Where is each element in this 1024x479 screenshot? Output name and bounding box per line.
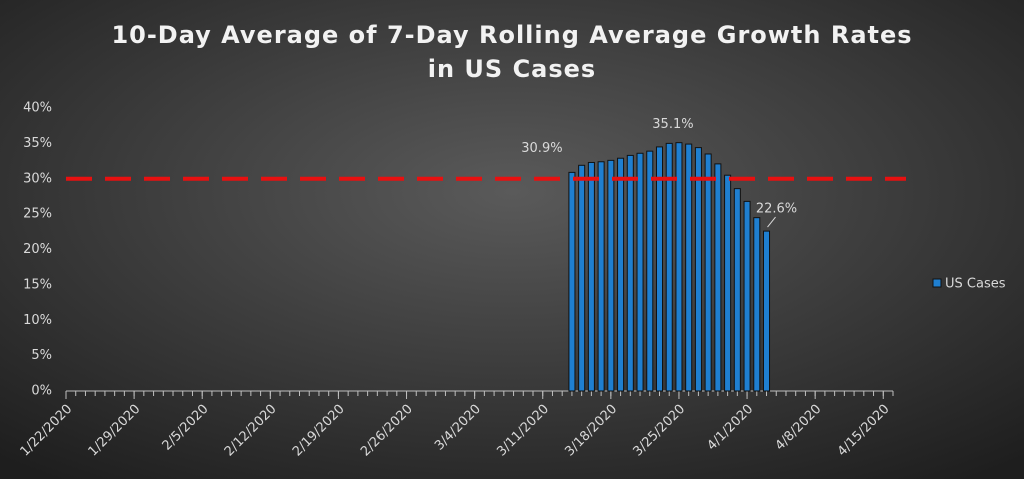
y-tick-label: 40%: [23, 101, 52, 116]
data-label: 22.6%: [756, 202, 797, 217]
bar: [665, 142, 673, 392]
data-label: 30.9%: [521, 141, 562, 156]
bar: [587, 161, 595, 392]
data-label: 35.1%: [652, 117, 693, 132]
bar: [714, 163, 722, 392]
chart-title: 10-Day Average of 7-Day Rolling Average …: [111, 21, 912, 49]
bar: [626, 154, 634, 392]
label-leader: [767, 216, 776, 228]
bar: [733, 188, 741, 392]
y-tick-label: 20%: [23, 242, 52, 257]
bar: [685, 143, 693, 392]
bar: [724, 174, 732, 392]
bar: [704, 153, 712, 392]
bar: [607, 159, 615, 392]
bar: [597, 161, 605, 392]
legend-swatch: [932, 278, 942, 288]
y-tick-label: 5%: [31, 348, 52, 363]
bar: [636, 152, 644, 392]
y-tick-label: 35%: [23, 136, 52, 151]
chart-title: in US Cases: [428, 55, 596, 83]
bar: [694, 147, 702, 392]
bar: [646, 150, 654, 392]
y-tick-label: 15%: [23, 277, 52, 292]
bar: [675, 142, 683, 392]
y-tick-label: 30%: [23, 171, 52, 186]
bar: [763, 230, 771, 392]
legend-label: US Cases: [945, 277, 1006, 292]
y-tick-label: 0%: [31, 384, 52, 399]
bar: [753, 217, 761, 392]
bar: [568, 171, 576, 392]
bar: [743, 200, 751, 392]
y-tick-label: 10%: [23, 313, 52, 328]
bar: [578, 164, 586, 392]
bar: [655, 146, 664, 392]
bar: [617, 157, 625, 392]
y-tick-label: 25%: [23, 207, 52, 222]
